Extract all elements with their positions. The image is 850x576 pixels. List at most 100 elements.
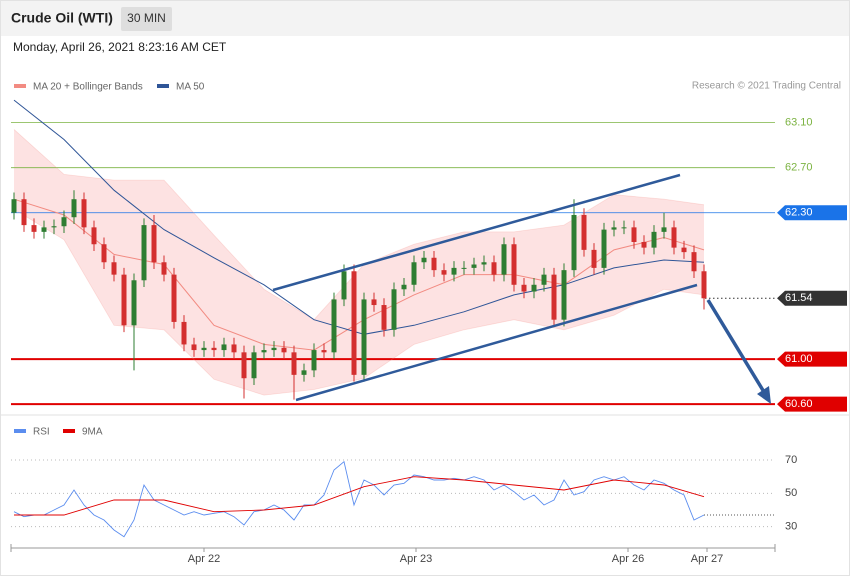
source: Research © 2021 Trading Central — [692, 81, 841, 92]
candle-body — [311, 350, 317, 371]
legend-label: RSI — [33, 427, 50, 438]
candle-body — [361, 299, 367, 375]
candle-body — [691, 252, 697, 272]
candle-body — [461, 267, 467, 269]
candle-body — [11, 199, 17, 213]
y-tick-label: 70 — [785, 454, 797, 466]
candle-body — [471, 264, 477, 268]
candle-body — [211, 347, 217, 351]
y-tick-label: 30 — [785, 521, 797, 533]
level-label: 60.60 — [785, 398, 813, 410]
instrument-title: Crude Oil (WTI) — [11, 10, 113, 26]
candle-body — [51, 226, 57, 228]
level-label: 62.30 — [785, 207, 813, 219]
candle-body — [61, 217, 67, 227]
level-tag — [777, 351, 847, 367]
legend-label: 9MA — [82, 427, 103, 438]
candle-body — [651, 231, 657, 248]
candle-body — [291, 352, 297, 375]
candle-body — [321, 350, 327, 353]
candle-body — [481, 262, 487, 265]
timeframe-badge — [121, 7, 172, 31]
forecast-arrow — [706, 299, 766, 393]
candle-body — [521, 284, 527, 292]
candle-body — [281, 347, 287, 353]
candle-body — [541, 274, 547, 285]
candle-body — [601, 229, 607, 268]
candle-body — [131, 280, 137, 326]
x-tick-label: Apr 27 — [691, 553, 723, 565]
candle-body — [431, 257, 437, 271]
candle-body — [41, 227, 47, 232]
legend-swatch — [63, 429, 75, 433]
candle-body — [201, 347, 207, 351]
candle-body — [21, 199, 27, 226]
candle-body — [171, 274, 177, 322]
candle-body — [401, 284, 407, 290]
x-tick-label: Apr 23 — [400, 553, 432, 565]
level-tag — [777, 290, 847, 306]
level-label: 62.70 — [785, 162, 813, 174]
channel-lower — [295, 283, 698, 402]
main-plot: 63.10 62.70 62.30 61.54 61.00 60.60 — [11, 99, 847, 412]
candle-body — [331, 299, 337, 353]
level-label: 63.10 — [785, 117, 813, 129]
candle-body — [441, 270, 447, 275]
candle-body — [701, 271, 707, 299]
x-tick-label: Apr 26 — [612, 553, 644, 565]
candle-body — [621, 227, 627, 229]
candle-body — [571, 214, 577, 271]
candle-body — [641, 241, 647, 248]
x-tick-label: Apr 22 — [188, 553, 220, 565]
channel-upper — [272, 173, 681, 292]
candle-body — [661, 227, 667, 232]
candle-body — [551, 274, 557, 320]
candle-body — [31, 225, 37, 232]
candle-body — [351, 271, 357, 375]
candle-body — [501, 244, 507, 275]
candle-body — [121, 274, 127, 326]
candle-body — [231, 344, 237, 353]
candle-body — [301, 370, 307, 375]
candle-body — [191, 344, 197, 351]
candle-body — [561, 270, 567, 320]
candle-body — [251, 352, 257, 379]
candle-body — [241, 352, 247, 379]
candle-body — [411, 262, 417, 285]
candle-body — [681, 247, 687, 253]
candle-body — [71, 199, 77, 218]
candle-body — [371, 299, 377, 306]
candle-body — [91, 227, 97, 245]
candle-body — [271, 347, 277, 351]
candle-body — [491, 262, 497, 275]
legend-swatch — [157, 84, 169, 88]
candle-body — [531, 284, 537, 292]
candle-body — [581, 214, 587, 250]
candle-body — [261, 350, 267, 353]
level-label: 61.00 — [785, 353, 813, 365]
date: Monday, April 26, 2021 8:23:16 AM CET — [13, 40, 227, 54]
indicator-line — [13, 460, 705, 538]
candle-body — [511, 244, 517, 285]
candle-body — [81, 199, 87, 228]
forecast-arrowhead — [757, 386, 771, 404]
legend-swatch — [14, 84, 26, 88]
candle-body — [421, 257, 427, 263]
candle-body — [101, 244, 107, 263]
candle-body — [381, 305, 387, 330]
candle-body — [451, 267, 457, 275]
timeframe: 30 MIN — [127, 11, 166, 25]
level-label: 61.54 — [785, 292, 813, 304]
candle-body — [221, 344, 227, 351]
candle-body — [341, 271, 347, 300]
candle-body — [111, 262, 117, 275]
rsi-plot: 30 50 70 — [11, 454, 797, 538]
candle-body — [671, 227, 677, 248]
legend-swatch — [14, 429, 26, 433]
candle-body — [181, 321, 187, 345]
legend-label: MA 50 — [176, 82, 205, 93]
candle-body — [141, 225, 147, 281]
legend-label: MA 20 + Bollinger Bands — [33, 82, 143, 93]
y-tick-label: 50 — [785, 487, 797, 499]
